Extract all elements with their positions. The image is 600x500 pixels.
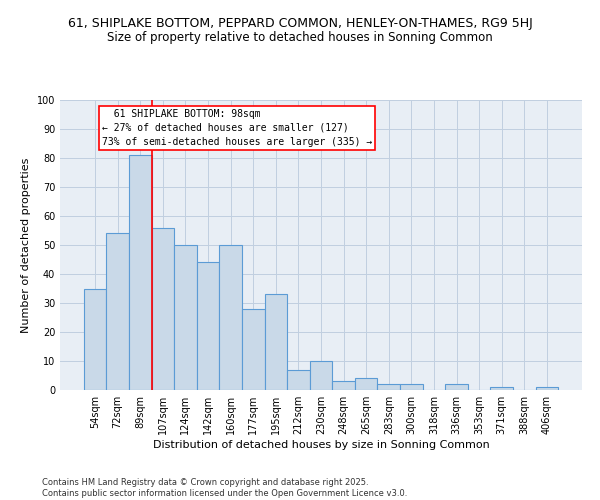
Bar [174, 245, 197, 390]
Bar [377, 384, 400, 390]
X-axis label: Distribution of detached houses by size in Sonning Common: Distribution of detached houses by size … [152, 440, 490, 450]
Text: 61, SHIPLAKE BOTTOM, PEPPARD COMMON, HENLEY-ON-THAMES, RG9 5HJ: 61, SHIPLAKE BOTTOM, PEPPARD COMMON, HEN… [68, 18, 532, 30]
Bar [445, 384, 468, 390]
Bar [490, 387, 513, 390]
Bar [106, 234, 129, 390]
Bar [310, 361, 332, 390]
Text: 61 SHIPLAKE BOTTOM: 98sqm
← 27% of detached houses are smaller (127)
73% of semi: 61 SHIPLAKE BOTTOM: 98sqm ← 27% of detac… [102, 108, 372, 146]
Text: Size of property relative to detached houses in Sonning Common: Size of property relative to detached ho… [107, 31, 493, 44]
Bar [84, 288, 106, 390]
Bar [265, 294, 287, 390]
Bar [197, 262, 220, 390]
Text: Contains HM Land Registry data © Crown copyright and database right 2025.
Contai: Contains HM Land Registry data © Crown c… [42, 478, 407, 498]
Bar [536, 387, 558, 390]
Bar [400, 384, 422, 390]
Bar [332, 382, 355, 390]
Bar [355, 378, 377, 390]
Bar [242, 309, 265, 390]
Bar [152, 228, 174, 390]
Bar [129, 155, 152, 390]
Bar [220, 245, 242, 390]
Y-axis label: Number of detached properties: Number of detached properties [21, 158, 31, 332]
Bar [287, 370, 310, 390]
